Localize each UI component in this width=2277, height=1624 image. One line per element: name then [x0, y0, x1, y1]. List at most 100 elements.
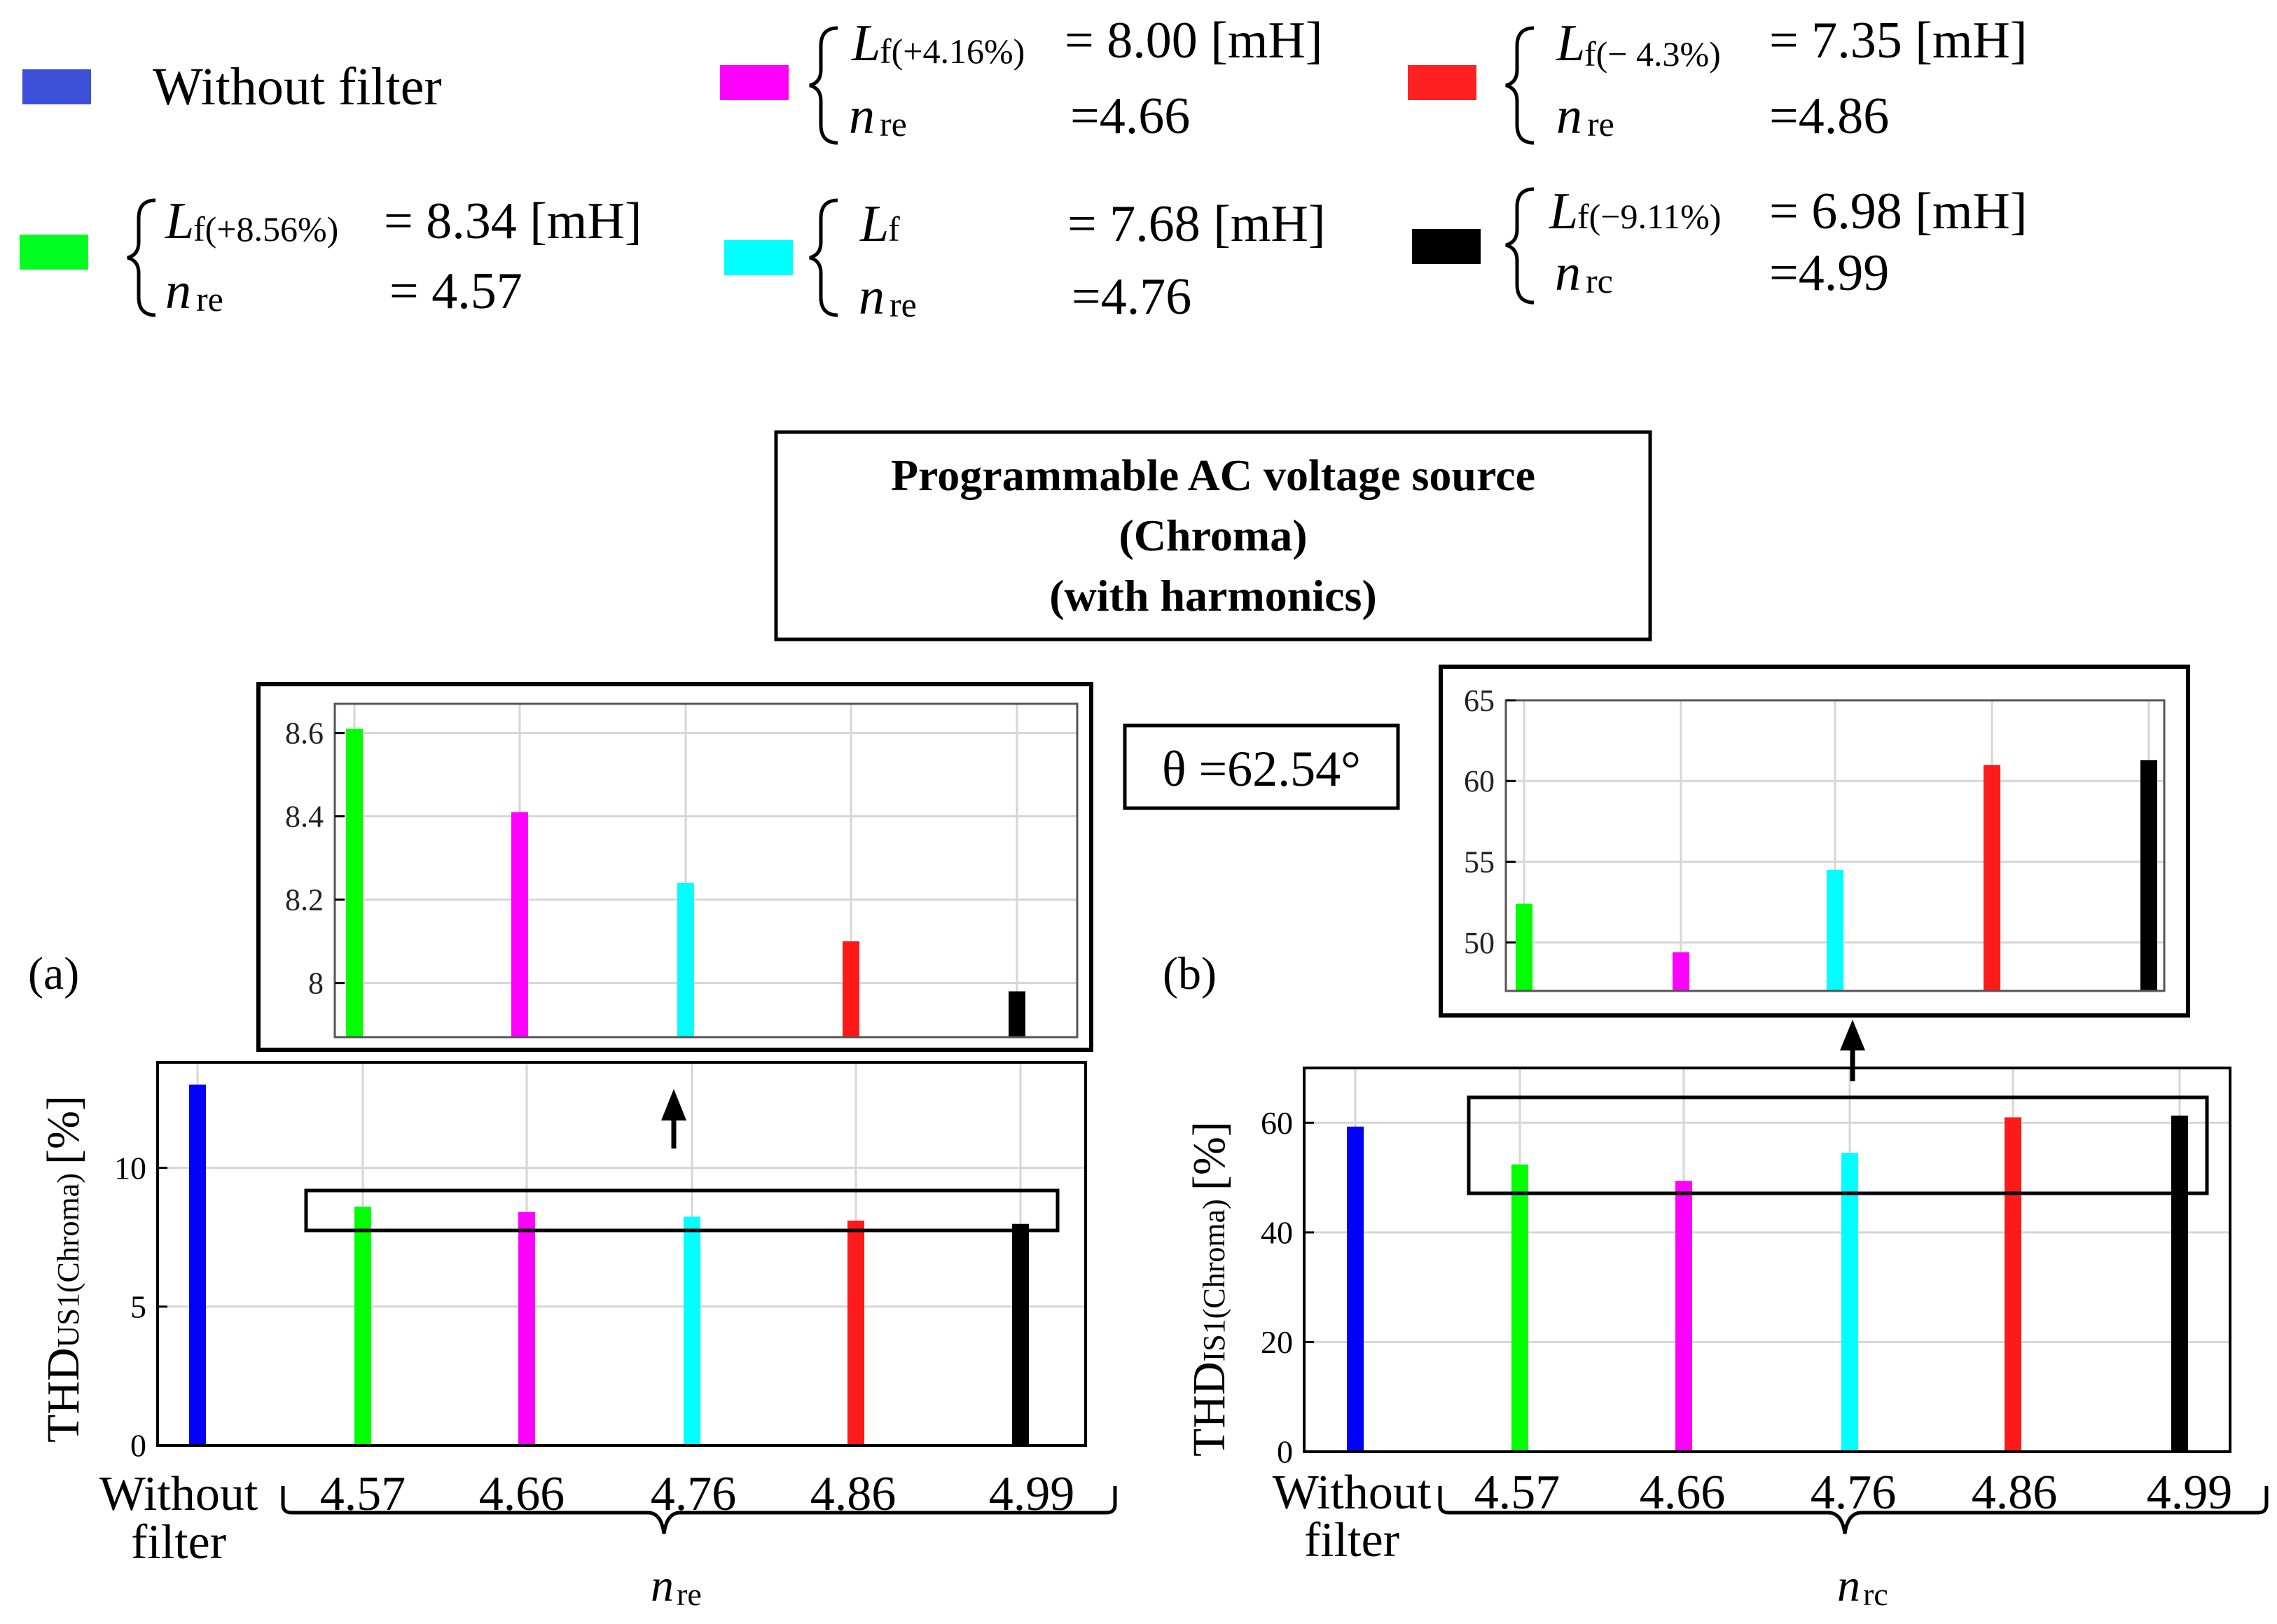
chartB-ytick-label: 0 [1277, 1434, 1293, 1470]
chartA-bar [518, 1212, 535, 1445]
legend-brace [809, 198, 838, 317]
legend-n-value: =4.99 [1769, 244, 1889, 302]
chart-a-zoom-frame [333, 702, 1079, 1039]
panel-a-label: (a) [28, 948, 79, 999]
legend-n-value: = 4.57 [389, 263, 522, 320]
legend-l-symbol: L [851, 15, 880, 72]
legend-l-value: = 8.00 [mH] [1065, 12, 1323, 69]
chart-a-yticks: 0 5 10 [114, 1150, 167, 1464]
legend-n-symbol: n [859, 268, 885, 326]
chartA-bar [189, 1084, 206, 1445]
chartBZ-bar [2140, 760, 2157, 991]
chart-b-zoom-outer-frame [1439, 665, 2190, 1018]
chart-a-category-brace [281, 1486, 1117, 1534]
chart-b-highlight-box [1467, 1095, 2209, 1195]
chartA-bar [847, 1220, 864, 1445]
chart-b-grid [1304, 1068, 2230, 1453]
legend-l-symbol: L [859, 195, 889, 253]
legend-l-subscript: f(+4.16%) [880, 32, 1025, 71]
chart-a-frame [156, 1061, 1087, 1447]
chartB-bar [2171, 1116, 2188, 1452]
legend-l-value: = 8.34 [mH] [384, 193, 642, 250]
chartB-category-label: 4.76 [1811, 1466, 1897, 1520]
chartB-ytick-label: 40 [1261, 1214, 1293, 1250]
chart-a-ylabel: THDUS1(Chroma)[%] [38, 1095, 89, 1443]
chartAZ-bar [843, 941, 859, 1037]
legend: Without filter { L f(+4.16%) = 8.00 [mH]… [20, 12, 2028, 326]
legend-l-subscript: f [888, 209, 900, 249]
theta-label: θ =62.54° [1162, 741, 1361, 797]
legend-n-subscript: re [890, 285, 917, 324]
chartBZ-ytick-label: 55 [1464, 845, 1495, 880]
chartB-bar [1675, 1181, 1692, 1452]
legend-l-subscript: f(+8.56%) [193, 209, 338, 249]
legend-swatch-4.76 [724, 240, 793, 275]
chartAZ-ytick-label: 8.6 [285, 716, 324, 751]
chart-b-arrow-icon [1840, 1020, 1865, 1050]
legend-swatch-4.99 [1412, 229, 1481, 264]
legend-n-subscript: re [880, 104, 907, 144]
chart-a-zoom-bars [346, 728, 1025, 1037]
legend-brace [1505, 26, 1535, 145]
legend-n-value: =4.76 [1072, 268, 1191, 326]
legend-brace [127, 198, 156, 317]
legend-n-subscript: re [196, 279, 223, 319]
title-box: Programmable AC voltage source (Chroma) … [774, 430, 1652, 641]
title-line-2: (Chroma) [1119, 511, 1308, 560]
chartAZ-bar [1009, 991, 1025, 1037]
chartA-ytick-label: 5 [130, 1289, 146, 1324]
legend-l-value: = 7.35 [mH] [1769, 12, 2028, 69]
legend-n-subscript: rc [1586, 261, 1613, 300]
chartA-bar [684, 1216, 700, 1445]
title-line-1: Programmable AC voltage source [891, 450, 1535, 500]
theta-frame [1123, 723, 1400, 810]
chartBZ-ytick-label: 65 [1464, 683, 1495, 718]
legend-l-subscript: f(−9.11%) [1577, 197, 1721, 236]
chartB-category-label: 4.57 [1474, 1466, 1560, 1520]
legend-l-symbol: L [1556, 15, 1585, 72]
chartBZ-bar [1673, 952, 1689, 991]
chartA-bar [1012, 1223, 1029, 1445]
legend-l-symbol: L [1549, 183, 1578, 240]
chart-a-arrow-icon [661, 1089, 686, 1120]
chart-a-zoom: 8 8.2 8.4 8.6 [256, 682, 1093, 1052]
legend-label-without-filter: Without filter [153, 57, 442, 116]
chartAZ-ytick-label: 8.4 [285, 800, 324, 834]
chartAZ-ytick-label: 8.2 [285, 883, 324, 917]
legend-n-subscript: re [1587, 104, 1614, 144]
chart-b-bars [1347, 1116, 2188, 1452]
legend-n-symbol: n [1555, 244, 1581, 302]
chartBZ-bar [1827, 870, 1843, 991]
legend-swatch-4.86 [1408, 65, 1476, 100]
chart-a-zoom-yticks: 8 8.2 8.4 8.6 [285, 716, 345, 1001]
legend-n-symbol: n [849, 88, 875, 145]
chart-a-xlabel-symbol: n [651, 1560, 674, 1611]
chartA-category-label: filter [131, 1515, 226, 1569]
chartA-category-label: Without [99, 1467, 258, 1521]
legend-n-value: =4.66 [1070, 88, 1190, 145]
chartB-category-label: 4.99 [2147, 1466, 2233, 1520]
chart-a-zoom-grid [335, 704, 1077, 1037]
legend-swatch-4.66 [720, 65, 789, 100]
chart-a-bars [189, 1084, 1029, 1445]
chart-b-ylabel: THDIS1(Chroma)[%] [1184, 1121, 1235, 1457]
chart-b-zoom: 50 55 60 65 [1439, 665, 2190, 1018]
chartA-bar [354, 1207, 371, 1445]
legend-l-value: = 7.68 [mH] [1067, 195, 1326, 253]
chartA-ytick-label: 0 [130, 1428, 146, 1464]
chart-a-xlabel-subscript: re [677, 1576, 702, 1612]
chartB-bar [1841, 1153, 1858, 1452]
chartB-bar [2005, 1117, 2021, 1452]
chartBZ-bar [1516, 903, 1532, 991]
chartAZ-ytick-label: 8 [308, 966, 324, 1001]
chartB-ytick-label: 60 [1261, 1105, 1293, 1141]
chartBZ-ytick-label: 60 [1464, 764, 1495, 798]
chartA-ytick-label: 10 [114, 1150, 146, 1186]
title-line-3: (with harmonics) [1049, 571, 1377, 620]
